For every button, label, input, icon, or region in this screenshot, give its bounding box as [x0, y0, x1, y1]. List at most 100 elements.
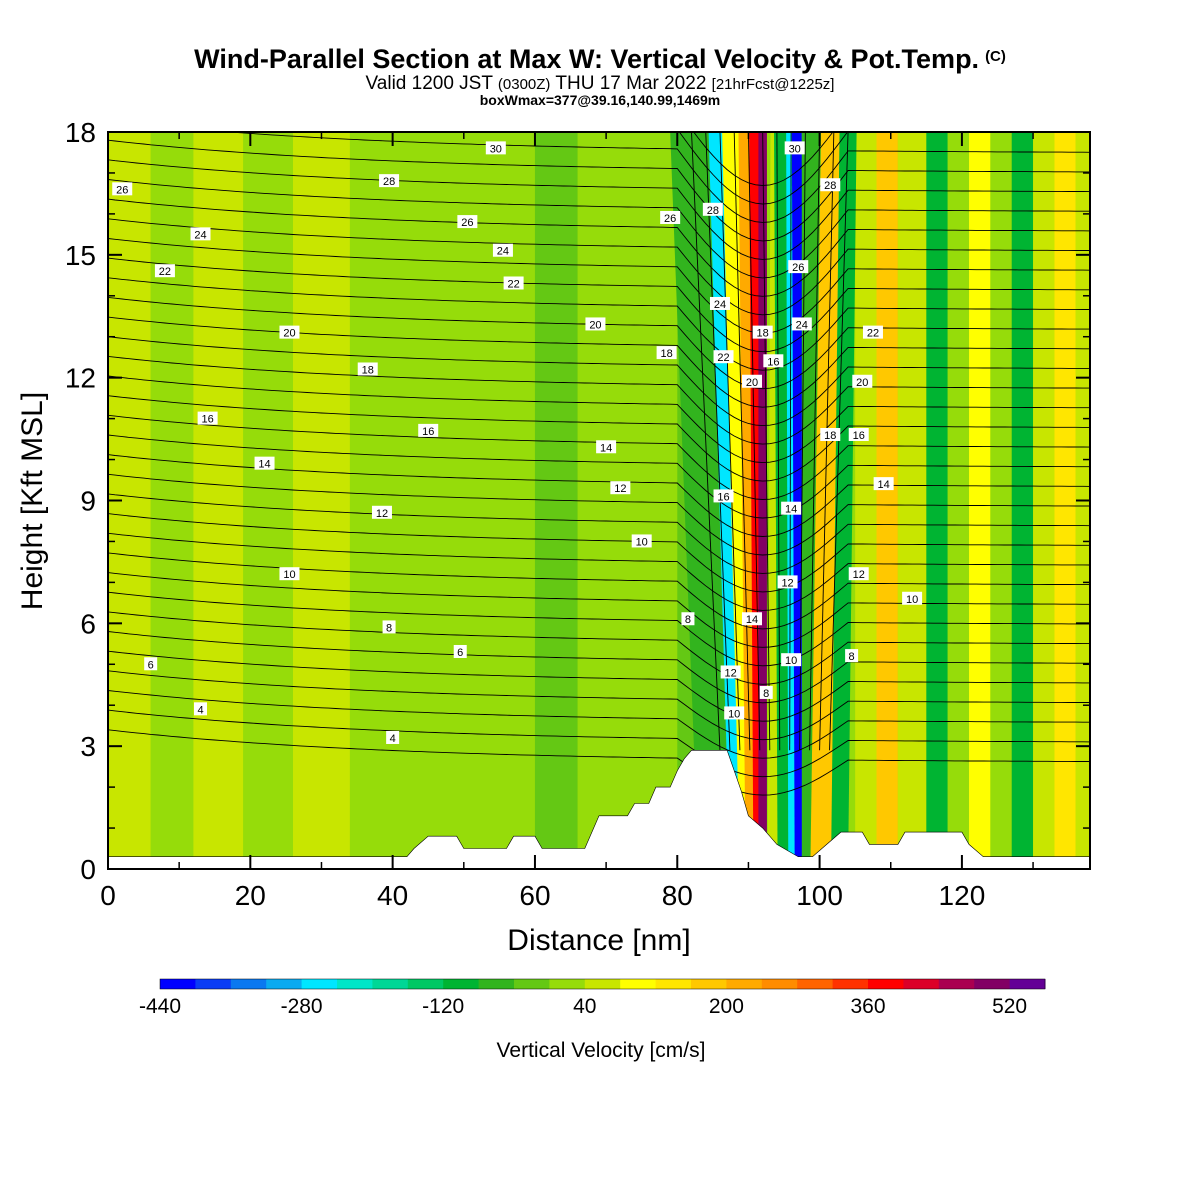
colorbar-swatch-11	[549, 979, 586, 989]
colorbar-swatch-13	[620, 979, 657, 989]
theta-label-24: 10	[631, 534, 652, 548]
svg-text:22: 22	[507, 278, 519, 290]
theta-line-24	[108, 257, 1090, 353]
theta-label-11: 6	[144, 657, 158, 671]
theta-label-22: 14	[596, 440, 617, 454]
theta-label-28: 24	[709, 296, 730, 311]
field-band-17	[969, 132, 991, 869]
theta-label-17: 26	[457, 215, 478, 229]
theta-steep-line-11	[829, 132, 849, 751]
svg-text:30: 30	[490, 143, 502, 155]
svg-text:16: 16	[767, 356, 779, 368]
theta-line-19	[108, 355, 1090, 445]
colorbar-swatch-24	[1009, 979, 1046, 989]
theta-label-5: 16	[197, 411, 218, 426]
svg-text:28: 28	[707, 205, 719, 217]
theta-line-28	[108, 179, 1090, 279]
svg-text:10: 10	[785, 655, 797, 667]
theta-label-34: 14	[781, 501, 802, 516]
theta-label-2: 22	[154, 264, 175, 278]
field-band-4	[293, 132, 350, 869]
theta-label-27: 28	[702, 202, 723, 217]
theta-label-19: 22	[503, 276, 524, 290]
theta-line-29	[108, 159, 1090, 260]
svg-text:28: 28	[383, 176, 395, 188]
x-axis-label: Distance [nm]	[507, 924, 690, 957]
svg-text:24: 24	[714, 299, 726, 311]
chart-subtitle: Valid 1200 JST (0300Z) THU 17 Mar 2022 […	[0, 73, 1200, 95]
theta-line-27	[108, 198, 1090, 297]
theta-line-0	[108, 729, 1090, 796]
theta-line-13	[108, 473, 1090, 556]
theta-line-2	[108, 690, 1090, 759]
theta-label-30: 18	[752, 325, 773, 340]
theta-label-18: 24	[492, 243, 513, 258]
x-tick-label: 80	[662, 880, 693, 911]
svg-text:30: 30	[789, 143, 801, 155]
svg-text:12: 12	[614, 483, 626, 495]
valid-label: Valid 1200 JST	[365, 73, 493, 94]
field-band-14	[897, 132, 927, 869]
colorbar-swatch-2	[230, 979, 267, 989]
theta-steep-line-3	[733, 132, 751, 751]
colorbar-swatch-23	[974, 979, 1011, 989]
svg-text:6: 6	[457, 647, 463, 659]
theta-steep-line-10	[819, 132, 835, 751]
theta-label-21: 18	[656, 346, 677, 360]
y-tick-label: 15	[65, 240, 96, 271]
svg-text:12: 12	[781, 577, 793, 589]
updraft-band-0	[670, 132, 742, 869]
theta-label-51: 10	[902, 591, 923, 606]
theta-label-29: 22	[713, 350, 734, 364]
theta-contour-labels: 26 24 22 20 18 16 16 14 12 10 8 6 6 4 4 30 28 26 24 22 20 18 1…	[112, 141, 923, 745]
svg-text:26: 26	[664, 213, 676, 225]
theta-line-18	[108, 375, 1090, 464]
svg-text:26: 26	[461, 217, 473, 229]
theta-line-21	[108, 316, 1090, 408]
theta-line-31	[224, 132, 1090, 223]
valid-utc: (0300Z)	[497, 76, 551, 93]
field-band-9	[577, 132, 635, 869]
svg-text:12: 12	[853, 569, 865, 581]
svg-text:16: 16	[422, 426, 434, 438]
theta-label-6: 16	[418, 423, 439, 438]
field-band-10	[634, 132, 678, 869]
svg-text:24: 24	[194, 229, 206, 241]
theta-line-4	[108, 650, 1090, 722]
colorbar-tick-label: -120	[422, 995, 464, 1018]
field-band-12	[855, 132, 877, 869]
theta-line-10	[108, 532, 1090, 611]
theta-label-13: 4	[194, 702, 208, 716]
theta-line-1	[108, 709, 1090, 778]
svg-text:10: 10	[728, 708, 740, 720]
forecast-label: [21hrFcst@1225z]	[711, 76, 835, 93]
theta-steep-line-8	[799, 132, 806, 751]
colorbar-swatch-18	[797, 979, 834, 989]
y-tick-label: 12	[65, 363, 96, 394]
field-band-6	[421, 132, 479, 869]
svg-text:26: 26	[116, 184, 128, 196]
theta-line-11	[108, 513, 1090, 593]
colorbar-tick-label: 360	[850, 995, 885, 1018]
theta-line-9	[108, 552, 1090, 630]
theta-steep-line-6	[776, 132, 781, 751]
field-band-18	[990, 132, 1012, 869]
updraft-band-9	[791, 132, 805, 869]
theta-label-45: 22	[862, 325, 883, 340]
theta-label-32: 16	[763, 354, 784, 368]
theta-label-9: 10	[279, 567, 300, 581]
colorbar-swatch-20	[868, 979, 904, 989]
terrain-profile	[107, 750, 1091, 870]
svg-text:8: 8	[685, 614, 691, 626]
theta-label-38: 10	[781, 653, 802, 667]
svg-text:4: 4	[390, 733, 396, 745]
y-tick-label: 0	[80, 854, 96, 885]
y-tick-label: 18	[65, 117, 96, 148]
colorbar-swatch-22	[938, 979, 975, 989]
colorbar-swatch-14	[655, 979, 692, 989]
colorbar-swatch-12	[584, 979, 621, 989]
theta-label-14: 4	[386, 730, 400, 745]
svg-text:20: 20	[746, 377, 758, 389]
theta-line-17	[108, 395, 1090, 482]
svg-text:18: 18	[660, 348, 672, 360]
